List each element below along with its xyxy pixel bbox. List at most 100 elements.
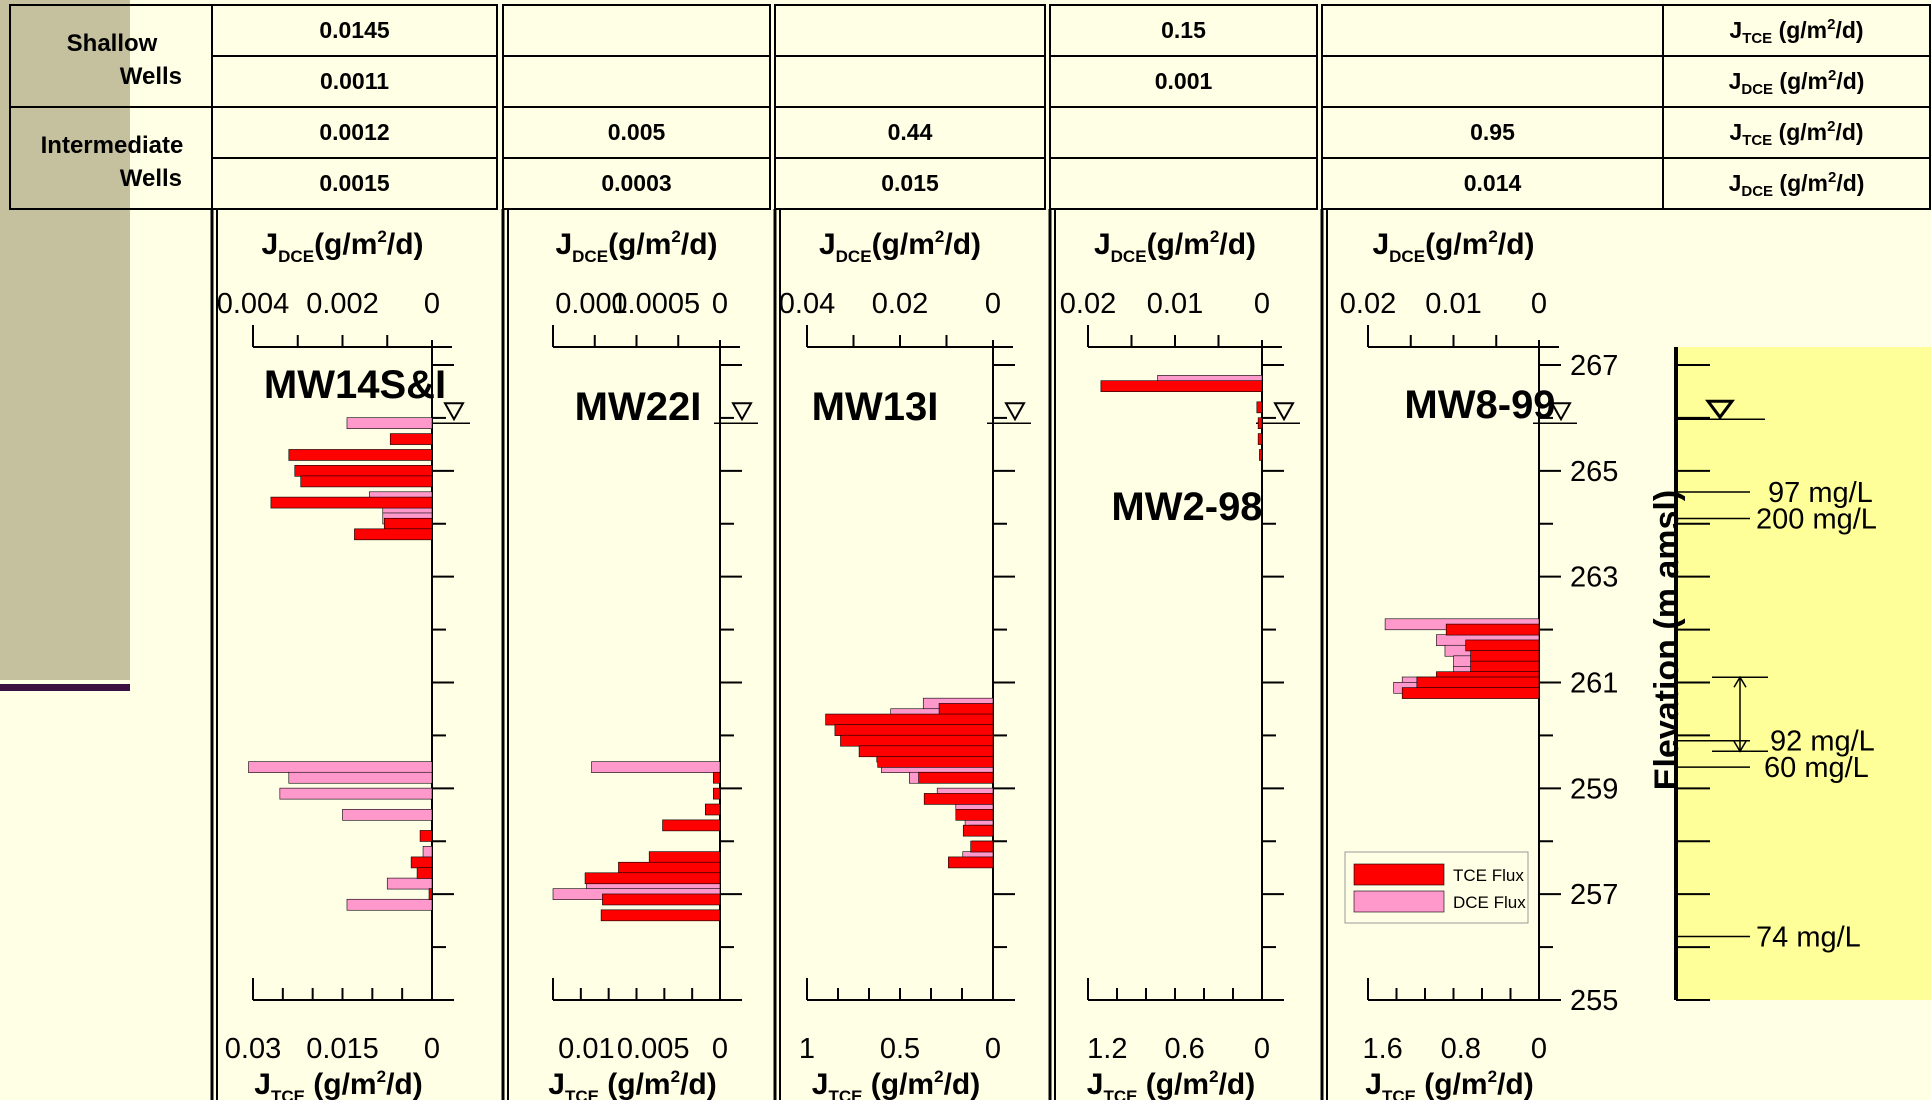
row-group-label: Wells xyxy=(120,63,182,90)
concentration-panel xyxy=(1676,347,1931,1000)
text-span: 2 xyxy=(934,1067,943,1086)
text-span: 2 xyxy=(671,227,680,246)
text-span: J xyxy=(1087,1068,1104,1100)
dce-tick-label: 0 xyxy=(424,288,440,320)
text-span: TCE xyxy=(828,1087,862,1100)
table-cell: 0.0015 xyxy=(319,170,390,196)
tce-flux-bar xyxy=(600,909,721,922)
text-span: 2 xyxy=(1209,1067,1218,1086)
text-span: (g/m xyxy=(314,228,377,261)
table-cell: 0.15 xyxy=(1161,17,1206,43)
tce-axis-title: JTCE (g/m2/d) xyxy=(254,1067,422,1100)
dce-tick-label: 0.002 xyxy=(306,288,379,320)
dce-flux-bar xyxy=(248,761,433,773)
text-span: J xyxy=(1729,17,1742,43)
tce-tick-label: 1.6 xyxy=(1362,1033,1402,1065)
tce-flux-bar xyxy=(416,867,433,879)
text-span: DCE xyxy=(1741,183,1773,200)
slide-accent-block xyxy=(0,0,130,680)
dce-axis-title: JDCE(g/m2/d) xyxy=(819,227,981,266)
table-unit-label: JDCE (g/m2/d) xyxy=(1729,169,1865,200)
tce-flux-bar xyxy=(970,840,994,853)
elevation-tick-label: 255 xyxy=(1570,985,1618,1017)
table-cell: 0.0003 xyxy=(601,170,671,196)
dce-tick-label: 0.001 xyxy=(555,288,628,320)
text-span: (g/m xyxy=(599,1068,671,1100)
text-span: J xyxy=(1729,68,1742,94)
concentration-label: 74 mg/L xyxy=(1756,922,1861,954)
text-span: 2 xyxy=(377,1067,386,1086)
row-group-label: Intermediate xyxy=(41,132,184,159)
tce-flux-bar xyxy=(918,771,994,784)
tce-tick-label: 0 xyxy=(424,1033,440,1065)
tce-flux-bar xyxy=(389,433,433,445)
text-span: 2 xyxy=(1210,227,1219,246)
tce-flux-bar xyxy=(1259,449,1263,461)
dce-tick-label: 0 xyxy=(985,288,1001,320)
text-span: 2 xyxy=(377,227,386,246)
text-span: /d) xyxy=(1835,119,1863,145)
tce-axis-title: JTCE (g/m2/d) xyxy=(1087,1067,1255,1100)
tce-flux-bar xyxy=(419,830,433,842)
dce-tick-label: 0.0005 xyxy=(611,288,700,320)
dce-tick-label: 0 xyxy=(1531,288,1547,320)
text-span: 2 xyxy=(1488,227,1497,246)
text-span: (g/m xyxy=(1772,17,1827,43)
tce-flux-bar xyxy=(962,824,994,837)
table-cell: 0.44 xyxy=(888,119,933,145)
tce-flux-bar xyxy=(1470,660,1540,673)
text-span: /d) xyxy=(944,1068,981,1100)
water-table-icon xyxy=(731,402,753,422)
dce-tick-label: 0.02 xyxy=(1060,288,1116,320)
tce-flux-bar xyxy=(1401,687,1540,699)
text-span: TCE xyxy=(1103,1087,1137,1100)
tce-flux-bar xyxy=(713,771,721,784)
tce-flux-bar xyxy=(354,528,433,541)
text-span: /d) xyxy=(681,228,718,261)
dce-flux-bar xyxy=(386,877,433,890)
text-span: DCE xyxy=(278,247,314,266)
row-group-label: Wells xyxy=(120,165,182,192)
tce-flux-bar xyxy=(713,787,721,800)
text-span: J xyxy=(819,228,836,261)
text-span: 2 xyxy=(1488,1067,1497,1086)
table-cell: 0.005 xyxy=(608,119,666,145)
elevation-axis-title: Elevation (m amsl) xyxy=(1648,490,1686,790)
text-span: /d) xyxy=(944,228,981,261)
text-span: J xyxy=(555,228,572,261)
tce-tick-label: 0 xyxy=(1254,1033,1270,1065)
tce-tick-label: 1 xyxy=(799,1033,815,1065)
dce-flux-bar xyxy=(288,771,433,784)
tce-flux-bar xyxy=(428,888,433,900)
tce-flux-bar xyxy=(584,872,721,885)
well-label: MW13I xyxy=(812,385,939,429)
tce-axis-title: JTCE (g/m2/d) xyxy=(812,1067,980,1100)
tce-tick-label: 0.6 xyxy=(1165,1033,1205,1065)
table-unit-label: JTCE (g/m2/d) xyxy=(1729,16,1863,47)
tce-flux-bar xyxy=(288,449,433,461)
tce-tick-label: 0 xyxy=(985,1033,1001,1065)
text-span: J xyxy=(812,1068,829,1100)
table-cell: 0.015 xyxy=(881,170,939,196)
text-span: /d) xyxy=(680,1068,717,1100)
water-table-icon xyxy=(1550,402,1572,422)
water-table-icon xyxy=(1705,399,1735,420)
table-cell: 0.0011 xyxy=(320,68,389,94)
text-span: 2 xyxy=(1828,67,1836,84)
well-label: MW8-99 xyxy=(1404,383,1555,427)
tce-flux-bar xyxy=(877,756,994,768)
tce-axis-title: JTCE (g/m2/d) xyxy=(548,1067,716,1100)
tce-tick-label: 0 xyxy=(1531,1033,1547,1065)
dce-flux-bar xyxy=(342,808,433,821)
tce-flux-bar xyxy=(923,793,994,805)
tce-flux-bar xyxy=(1100,380,1263,392)
elevation-tick-label: 261 xyxy=(1570,668,1618,700)
table-cell: 0.0145 xyxy=(319,17,390,43)
text-span: (g/m xyxy=(872,228,935,261)
dce-flux-bar xyxy=(279,787,433,800)
